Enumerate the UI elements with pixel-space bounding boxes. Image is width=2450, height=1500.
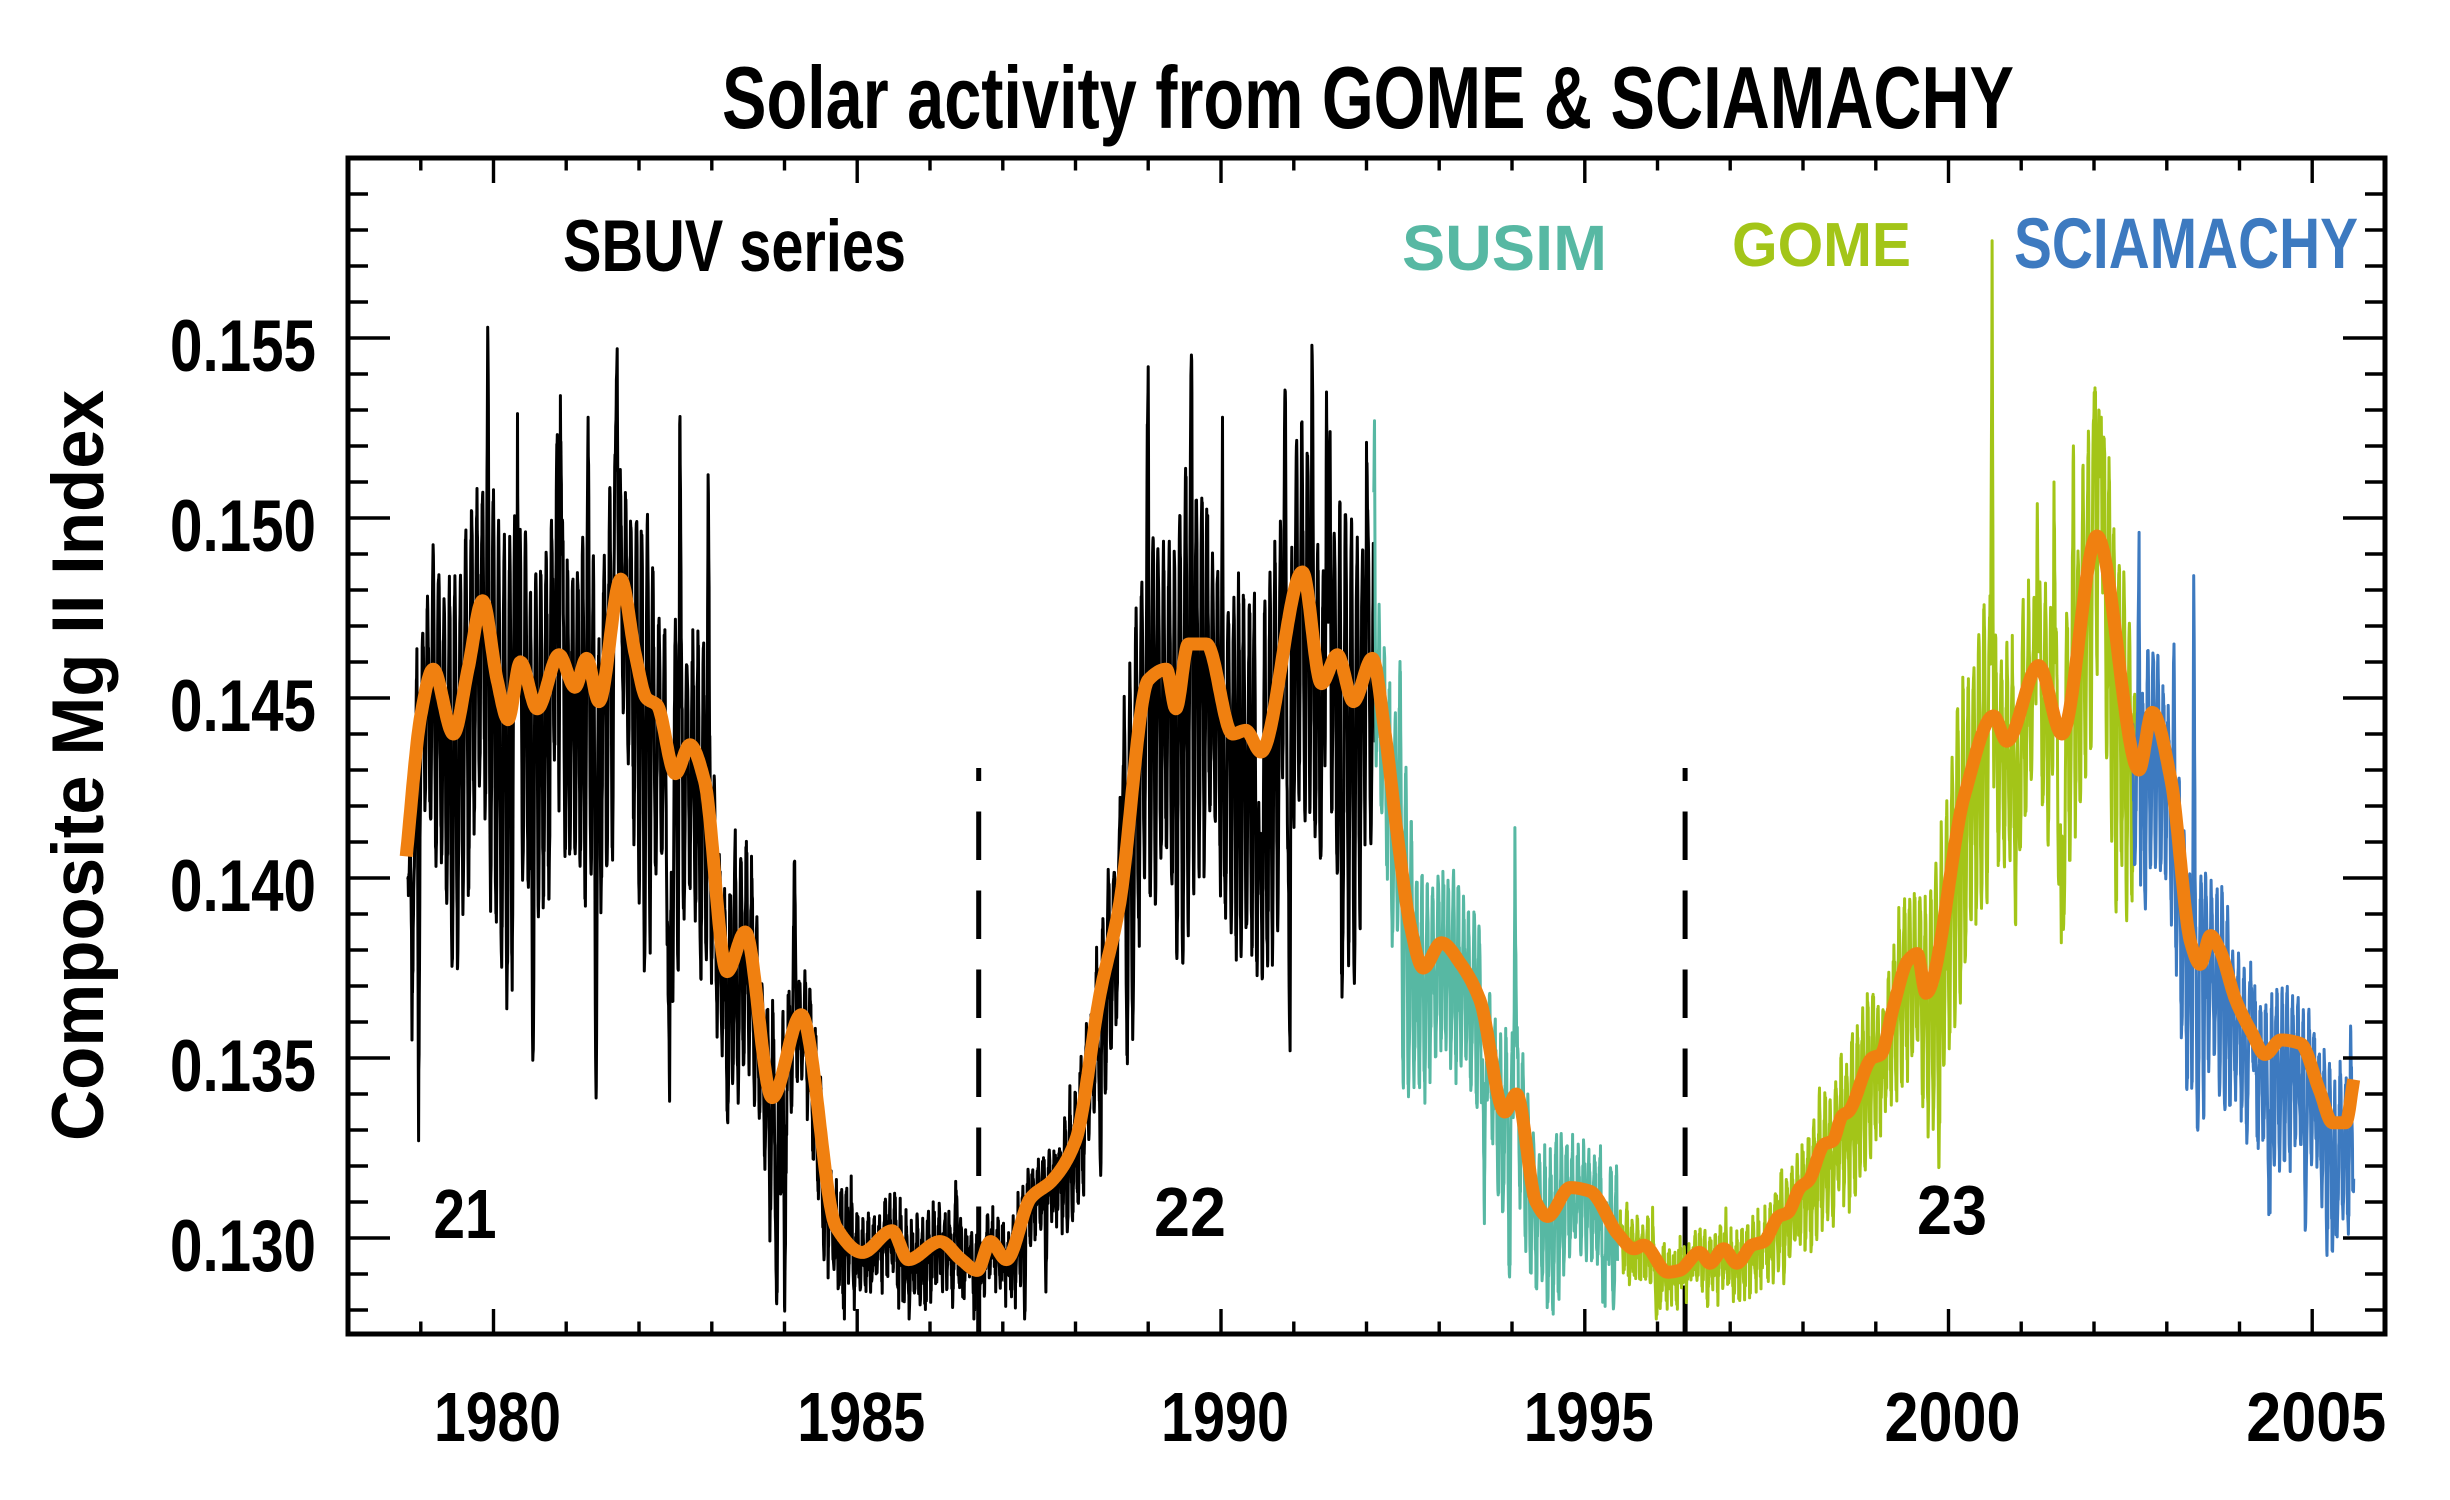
svg-text:0.130: 0.130 xyxy=(170,1206,316,1287)
svg-text:Solar activity from GOME & SCI: Solar activity from GOME & SCIAMACHY xyxy=(722,48,2014,147)
svg-text:0.135: 0.135 xyxy=(170,1026,316,1107)
svg-text:Composite Mg II Index: Composite Mg II Index xyxy=(38,390,119,1141)
svg-text:2000: 2000 xyxy=(1885,1378,2021,1456)
svg-text:1995: 1995 xyxy=(1524,1378,1654,1456)
svg-text:2005: 2005 xyxy=(2246,1378,2386,1456)
svg-text:21: 21 xyxy=(434,1175,497,1253)
svg-text:SCIAMACHY: SCIAMACHY xyxy=(2014,205,2358,284)
svg-text:22: 22 xyxy=(1154,1173,1226,1251)
svg-text:SBUV series: SBUV series xyxy=(563,206,906,287)
svg-text:1985: 1985 xyxy=(797,1378,925,1456)
svg-text:0.140: 0.140 xyxy=(170,846,316,927)
svg-text:SUSIM: SUSIM xyxy=(1402,212,1607,284)
svg-text:0.155: 0.155 xyxy=(170,306,316,387)
svg-text:1990: 1990 xyxy=(1161,1378,1289,1456)
svg-text:1980: 1980 xyxy=(434,1378,561,1456)
svg-text:0.150: 0.150 xyxy=(170,486,316,567)
svg-text:GOME: GOME xyxy=(1732,211,1911,280)
svg-text:23: 23 xyxy=(1917,1171,1987,1249)
svg-text:0.145: 0.145 xyxy=(170,666,316,747)
